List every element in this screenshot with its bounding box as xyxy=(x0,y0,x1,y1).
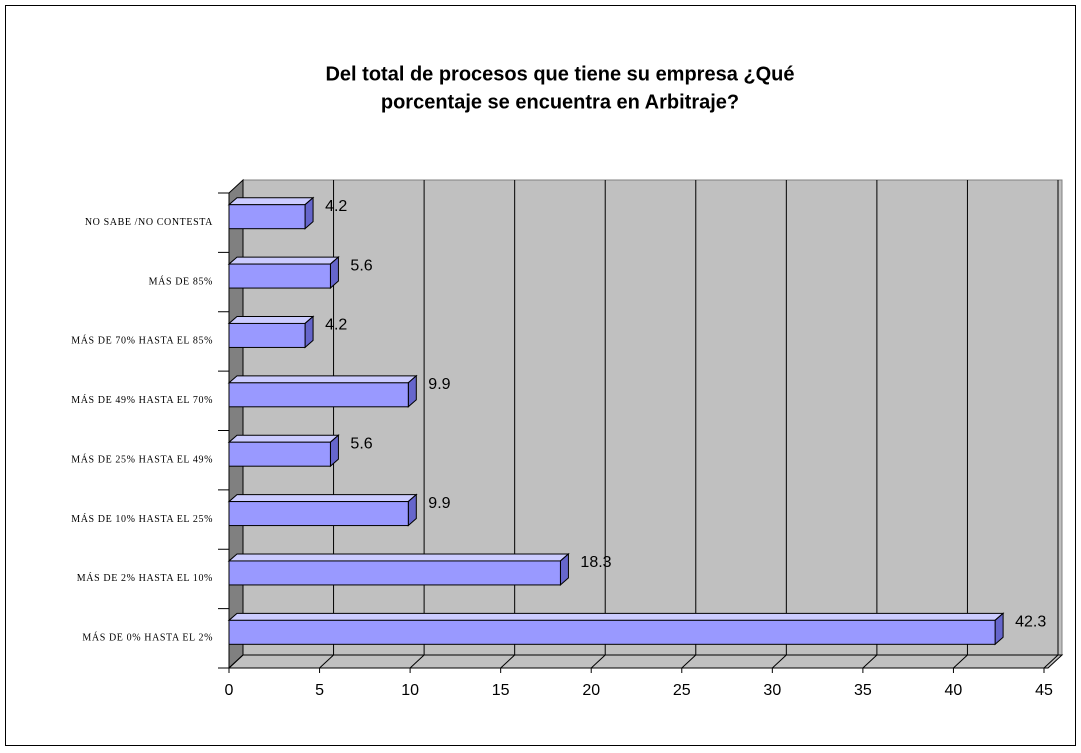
bar xyxy=(228,619,996,645)
y-tick-label: MÁS DE 10% HASTA EL 25% xyxy=(71,513,213,525)
bar-top xyxy=(227,375,418,384)
floor-grid-line xyxy=(862,654,878,669)
value-label: 9.9 xyxy=(428,376,450,393)
x-tick-label: 10 xyxy=(401,682,419,699)
y-tick-label: MÁS DE 49% HASTA EL 70% xyxy=(71,394,213,406)
x-tick-label: 35 xyxy=(854,682,872,699)
floor xyxy=(227,654,1064,669)
bar xyxy=(228,441,331,467)
bar-top xyxy=(227,315,315,324)
chart-title-continuation: porcentaje se encuentra en Arbitraje? xyxy=(381,91,739,113)
floor-grid-line xyxy=(1043,654,1059,669)
floor-grid-line xyxy=(771,654,787,669)
bar-top xyxy=(227,256,340,265)
y-tick-label: MÁS DE 70% HASTA EL 85% xyxy=(71,335,213,347)
bar-top xyxy=(227,434,340,443)
y-tick-label: MÁS DE 85% xyxy=(149,275,213,287)
value-label: 42.3 xyxy=(1015,614,1046,631)
floor-grid-line xyxy=(319,654,334,669)
value-label: 4.2 xyxy=(325,198,347,215)
x-tick-label: 15 xyxy=(492,682,510,699)
bar xyxy=(228,501,409,527)
x-tick-label: 25 xyxy=(673,682,691,699)
x-tick-label: 0 xyxy=(225,682,234,699)
y-tick-label: MÁS DE 0% HASTA EL 2% xyxy=(82,632,213,644)
x-tick-label: 45 xyxy=(1035,682,1053,699)
bar xyxy=(228,263,331,289)
chart-title: Del total de procesos que tiene su empre… xyxy=(325,63,794,85)
floor-grid-line xyxy=(409,654,425,669)
bar xyxy=(228,382,409,408)
value-label: 9.9 xyxy=(428,495,450,512)
y-tick-label: MÁS DE 25% HASTA EL 49% xyxy=(71,453,213,465)
y-tick-label: MÁS DE 2% HASTA EL 10% xyxy=(77,572,213,584)
x-tick-label: 5 xyxy=(315,682,324,699)
value-label: 5.6 xyxy=(350,435,372,452)
value-label: 4.2 xyxy=(325,317,347,334)
bar-top xyxy=(227,553,570,562)
floor-grid-line xyxy=(681,654,697,669)
y-tick-label: NO SABE /NO CONTESTA xyxy=(85,217,213,228)
x-tick-label: 40 xyxy=(945,682,963,699)
value-label: 18.3 xyxy=(580,554,611,571)
floor-grid-line xyxy=(500,654,516,669)
bar xyxy=(228,204,306,230)
x-tick-label: 30 xyxy=(763,682,781,699)
value-label: 5.6 xyxy=(350,257,372,274)
x-tick-label: 20 xyxy=(582,682,600,699)
floor-grid-line xyxy=(953,654,968,669)
bar xyxy=(228,322,306,348)
bar-top xyxy=(227,494,418,503)
bar-top xyxy=(227,197,315,206)
bar xyxy=(228,560,561,586)
floor-grid-line xyxy=(590,654,606,669)
bar-top xyxy=(227,612,1005,621)
floor-grid-line xyxy=(228,654,244,669)
side-wall xyxy=(228,178,244,670)
